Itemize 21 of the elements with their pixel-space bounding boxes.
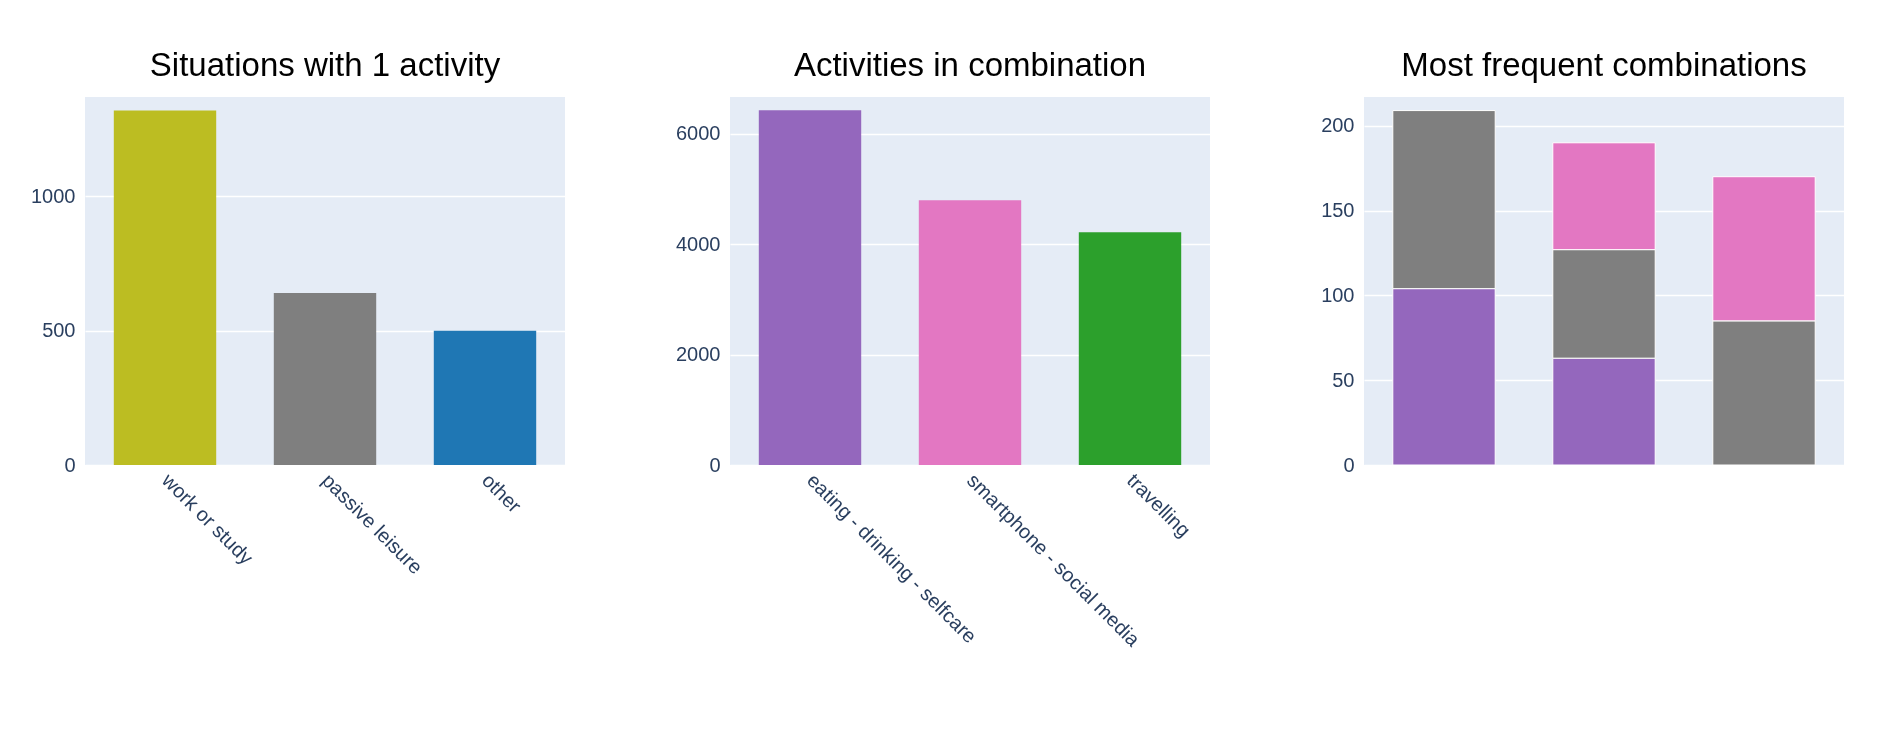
- bar: [918, 200, 1022, 465]
- bar: [113, 110, 217, 465]
- y-tick-label: 0: [1343, 453, 1355, 476]
- y-tick-label: 1000: [31, 184, 76, 207]
- chart-title: Activities in combination: [793, 46, 1147, 83]
- y-tick-label: 2000: [676, 343, 721, 366]
- y-tick-label: 0: [709, 453, 721, 476]
- bar: [273, 293, 377, 465]
- y-tick-label: 50: [1332, 368, 1355, 391]
- y-tick-label: 100: [1321, 283, 1355, 306]
- y-tick-label: 200: [1321, 114, 1355, 137]
- y-tick-label: 500: [42, 319, 76, 342]
- y-tick-label: 4000: [676, 232, 721, 255]
- bar: [433, 330, 537, 465]
- y-tick-label: 0: [64, 453, 76, 476]
- bar: [1078, 232, 1182, 465]
- y-tick-label: 150: [1321, 199, 1355, 222]
- y-tick-label: 6000: [676, 122, 721, 145]
- chart-title: Most frequent combinations: [1401, 46, 1807, 83]
- chart-title: Situations with 1 activity: [149, 46, 501, 83]
- bar: [758, 110, 862, 465]
